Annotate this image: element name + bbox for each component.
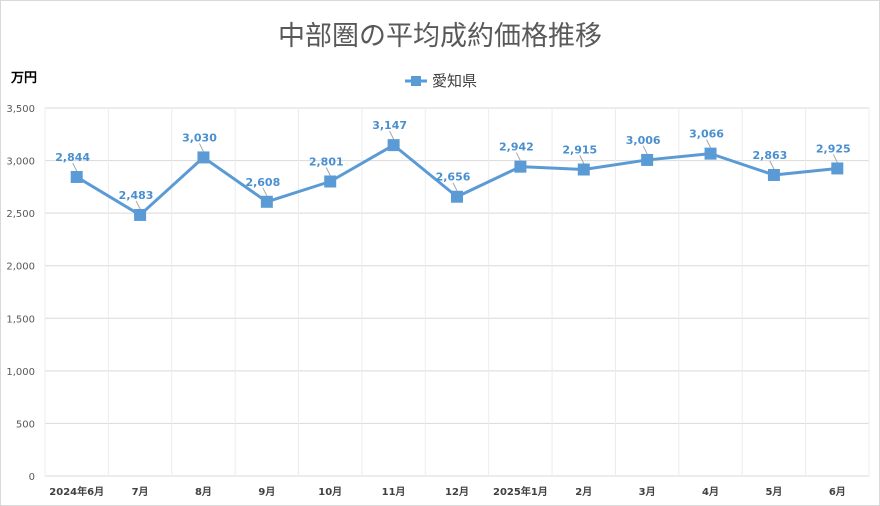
data-point-marker: [324, 175, 337, 188]
data-label: 3,066: [689, 128, 724, 141]
data-label: 2,656: [436, 171, 471, 184]
data-point-marker: [451, 190, 463, 203]
data-label: 3,147: [372, 119, 407, 132]
chart-title: 中部圏の平均成約価格推移: [278, 21, 602, 52]
data-point-marker: [831, 162, 844, 175]
x-tick-label: 10月: [318, 486, 342, 498]
data-point-marker: [641, 153, 654, 166]
data-label-leader: [769, 160, 775, 170]
y-tick-label: 3,500: [6, 104, 35, 115]
y-tick-label: 2,000: [6, 262, 35, 273]
y-axis: 0 500 1,000 1,500 2,000 2,500 3,000 3,500: [6, 104, 35, 483]
legend: 愛知県: [405, 72, 477, 90]
y-tick-label: 0: [29, 472, 35, 483]
data-label-leader: [515, 152, 521, 161]
data-label-leader: [72, 162, 78, 172]
data-point-marker: [767, 168, 780, 181]
x-tick-label: 2024年6月: [49, 485, 104, 498]
data-point-marker: [260, 195, 273, 208]
data-label: 2,844: [55, 151, 90, 164]
grid: [44, 107, 870, 477]
data-point-marker: [514, 160, 527, 173]
data-label-leader: [832, 154, 838, 163]
data-label-leader: [706, 139, 711, 148]
y-axis-unit-label: 万円: [10, 71, 37, 86]
legend-entry-label: 愛知県: [432, 72, 477, 90]
series-aichi: 2,844 2,483 3,030 2,608 2,801 3,147 2,656 2,942…: [55, 119, 851, 221]
y-tick-label: 500: [16, 419, 35, 430]
y-tick-label: 2,500: [6, 209, 35, 220]
x-tick-label: 2月: [575, 486, 592, 498]
data-label-leader: [389, 130, 395, 140]
data-label: 2,863: [753, 149, 788, 162]
x-tick-label: 7月: [132, 486, 149, 498]
data-label-leader: [135, 200, 141, 210]
x-tick-label: 11月: [382, 486, 406, 498]
x-tick-label: 8月: [195, 486, 212, 498]
y-tick-label: 1,000: [6, 367, 35, 378]
data-label: 3,006: [626, 134, 661, 147]
data-point-marker: [704, 147, 717, 160]
data-point-marker: [70, 170, 83, 183]
data-label: 2,925: [816, 142, 851, 155]
data-label: 2,942: [499, 141, 534, 154]
data-label-leader: [579, 155, 585, 164]
x-axis: 2024年6月 7月 8月 9月 10月 11月 12月 2025年1月 2月 3月 4月 5月 6月: [49, 485, 845, 498]
x-tick-label: 3月: [639, 486, 656, 498]
data-label-leader: [325, 167, 331, 176]
data-label-leader: [262, 187, 268, 197]
data-label-leader: [642, 145, 648, 155]
data-label-leader: [452, 182, 458, 191]
x-tick-label: 12月: [445, 486, 469, 498]
data-label: 2,483: [119, 189, 154, 202]
y-tick-label: 1,500: [6, 314, 35, 325]
data-label: 3,030: [182, 131, 217, 144]
x-tick-label: 4月: [702, 486, 719, 498]
data-point-marker: [387, 139, 400, 152]
data-point-marker: [134, 208, 147, 221]
data-label: 2,801: [309, 155, 344, 168]
x-tick-label: 5月: [765, 486, 782, 498]
data-label-leader: [199, 143, 204, 152]
x-tick-label: 9月: [258, 486, 275, 498]
data-point-marker: [577, 163, 590, 176]
data-label: 2,915: [562, 144, 597, 157]
x-tick-label: 2025年1月: [493, 485, 548, 498]
data-point-marker: [197, 151, 210, 164]
x-tick-label: 6月: [829, 486, 846, 498]
data-label: 2,608: [245, 176, 280, 189]
legend-marker-icon: [411, 76, 421, 86]
y-tick-label: 3,000: [6, 157, 35, 168]
